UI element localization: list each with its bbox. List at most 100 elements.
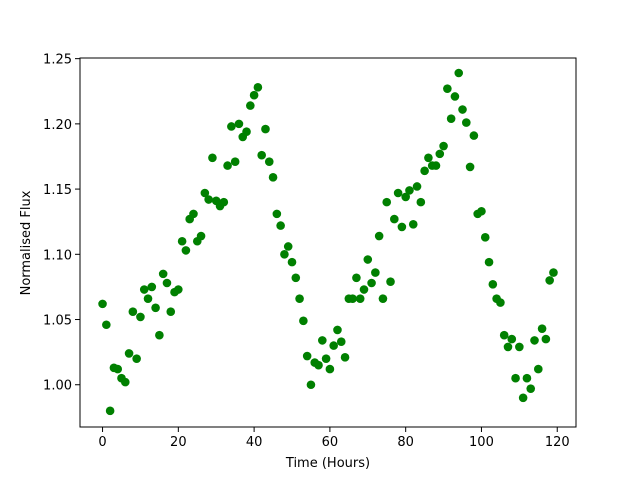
data-point bbox=[242, 127, 251, 136]
x-tick-label: 100 bbox=[469, 435, 494, 450]
data-point bbox=[113, 364, 123, 374]
data-point bbox=[382, 197, 392, 207]
data-point bbox=[321, 354, 331, 363]
y-tick-label: 1.00 bbox=[43, 379, 72, 394]
data-point bbox=[174, 285, 183, 294]
data-point bbox=[401, 192, 410, 202]
data-point bbox=[446, 114, 456, 123]
data-point bbox=[386, 277, 395, 286]
data-point bbox=[132, 354, 141, 363]
data-point bbox=[393, 188, 403, 198]
x-tick-label: 0 bbox=[98, 435, 106, 450]
data-point bbox=[549, 268, 558, 277]
data-point bbox=[405, 186, 414, 195]
data-point bbox=[105, 406, 115, 416]
data-point bbox=[219, 197, 229, 207]
data-point bbox=[208, 153, 217, 163]
data-point bbox=[177, 236, 187, 246]
data-point bbox=[329, 341, 338, 350]
data-point bbox=[302, 351, 312, 361]
data-point bbox=[371, 268, 380, 277]
data-point bbox=[450, 92, 460, 101]
data-point bbox=[155, 330, 164, 340]
data-point bbox=[465, 162, 475, 172]
x-tick-label: 20 bbox=[170, 435, 187, 450]
data-point bbox=[128, 307, 138, 316]
data-point bbox=[318, 336, 327, 345]
data-point bbox=[390, 214, 399, 224]
data-point bbox=[264, 157, 274, 166]
data-point bbox=[196, 231, 206, 241]
data-point bbox=[204, 195, 213, 204]
x-tick-label: 60 bbox=[322, 435, 339, 450]
data-point bbox=[314, 360, 323, 370]
data-point bbox=[200, 188, 210, 198]
data-point bbox=[503, 342, 513, 352]
data-point bbox=[526, 384, 536, 393]
data-point bbox=[253, 83, 263, 92]
data-point bbox=[533, 364, 543, 374]
data-point bbox=[443, 84, 452, 93]
x-tick-label: 80 bbox=[397, 435, 414, 450]
data-point bbox=[511, 373, 520, 383]
y-tick-label: 1.05 bbox=[43, 314, 72, 329]
data-point bbox=[348, 294, 357, 303]
data-point bbox=[424, 153, 433, 163]
data-point bbox=[306, 380, 316, 390]
axes-frame bbox=[79, 57, 577, 428]
data-point bbox=[499, 330, 509, 340]
data-point bbox=[291, 273, 301, 283]
x-tick-label: 120 bbox=[545, 435, 570, 450]
data-point bbox=[162, 278, 172, 288]
data-point bbox=[295, 294, 304, 303]
data-point bbox=[272, 209, 282, 219]
data-point bbox=[287, 257, 297, 267]
data-point bbox=[234, 119, 244, 129]
data-point bbox=[257, 150, 266, 160]
data-point bbox=[333, 325, 342, 335]
data-point bbox=[367, 278, 376, 288]
y-tick-label: 1.15 bbox=[43, 183, 72, 198]
data-point bbox=[408, 220, 418, 229]
data-point bbox=[518, 393, 528, 403]
data-point bbox=[143, 294, 153, 303]
data-point bbox=[420, 166, 429, 176]
data-point bbox=[363, 255, 373, 264]
data-point bbox=[469, 131, 479, 140]
data-point bbox=[359, 285, 369, 294]
data-point bbox=[189, 209, 198, 219]
data-point bbox=[537, 324, 547, 333]
data-point bbox=[299, 316, 308, 326]
data-point bbox=[477, 206, 486, 216]
data-point bbox=[151, 303, 160, 313]
data-point bbox=[98, 299, 107, 309]
data-point bbox=[374, 231, 384, 241]
y-tick-label: 1.10 bbox=[43, 248, 72, 263]
data-point bbox=[136, 312, 145, 322]
data-point bbox=[139, 285, 149, 294]
data-point bbox=[336, 337, 346, 346]
y-tick-label: 1.25 bbox=[43, 53, 72, 68]
data-point bbox=[124, 349, 134, 358]
data-point bbox=[166, 307, 176, 316]
data-point bbox=[515, 342, 524, 352]
data-point bbox=[230, 157, 240, 166]
data-point bbox=[439, 141, 448, 151]
data-point bbox=[181, 246, 191, 255]
data-point bbox=[355, 294, 365, 303]
data-point bbox=[249, 90, 259, 100]
data-point bbox=[454, 68, 464, 78]
data-point bbox=[102, 320, 111, 330]
data-point bbox=[480, 233, 490, 242]
data-point bbox=[431, 161, 441, 170]
data-point bbox=[458, 105, 467, 114]
data-point bbox=[435, 149, 445, 159]
data-point bbox=[462, 118, 471, 127]
y-tick-label: 1.20 bbox=[43, 118, 72, 133]
data-point bbox=[280, 250, 289, 259]
data-point bbox=[325, 364, 335, 374]
data-point bbox=[120, 377, 130, 387]
data-point bbox=[158, 269, 168, 279]
data-point bbox=[397, 222, 407, 232]
